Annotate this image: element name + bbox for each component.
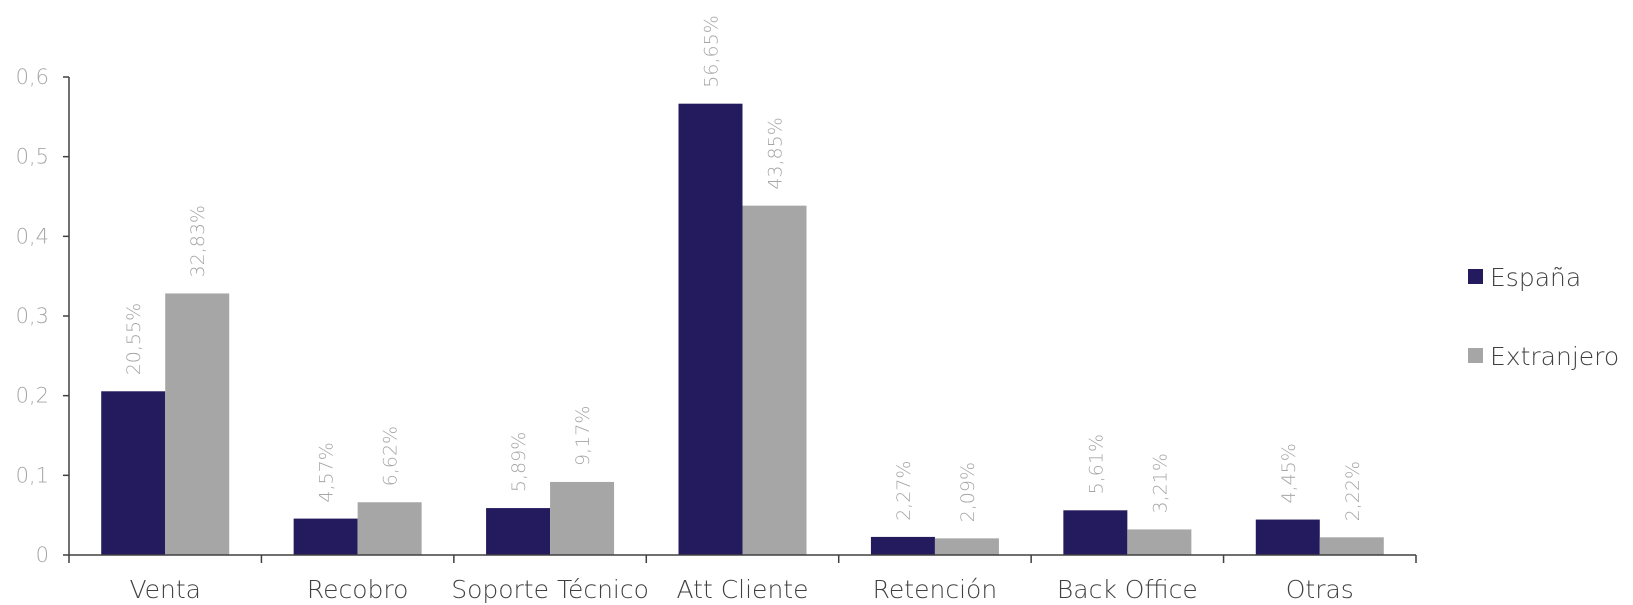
data-label: 2,22% [1342, 461, 1364, 521]
y-tick-label: 0 [36, 543, 49, 567]
bar-extranjero [1127, 529, 1192, 555]
x-category-label: Back Office [1057, 575, 1198, 604]
data-label: 4,57% [316, 442, 338, 502]
data-label: 56,65% [701, 15, 723, 87]
y-tick-label: 0,2 [16, 384, 49, 408]
data-label: 5,89% [508, 432, 530, 492]
x-category-label: Retención [873, 575, 998, 604]
x-category-label: Soporte Técnico [451, 575, 649, 604]
bar-espana [1063, 510, 1128, 555]
bar-extranjero [550, 481, 615, 555]
data-label: 4,45% [1278, 443, 1300, 503]
x-axis: Venta Recobro Soporte Técnico Att Cliente Re… [68, 554, 1417, 604]
x-category-label: Venta [129, 575, 201, 604]
y-tick-label: 0,5 [16, 145, 49, 169]
bar-extranjero [742, 205, 807, 555]
y-axis-ticks: 0 0,1 0,2 0,3 0,4 0,5 0,6 [16, 65, 70, 567]
x-category-label: Att Cliente [677, 575, 809, 604]
data-labels: 20,55% 32,83% 4,57% 6,62% 5,89% 9,17% 56,65% 43… [123, 15, 1364, 522]
data-label: 3,21% [1149, 453, 1171, 513]
bar-espana [870, 536, 935, 555]
data-label: 32,83% [187, 205, 209, 277]
bar-extranjero [1319, 537, 1384, 555]
bar-espana [678, 103, 743, 556]
bars [101, 103, 1384, 556]
data-label: 9,17% [572, 406, 594, 466]
data-label: 5,61% [1085, 434, 1107, 494]
y-tick-label: 0,6 [16, 65, 49, 89]
data-label: 43,85% [765, 117, 787, 189]
bar-espana [293, 518, 358, 555]
bar-espana [486, 508, 551, 555]
bar-extranjero [165, 293, 230, 555]
data-label: 2,27% [893, 461, 915, 521]
data-label: 2,09% [957, 462, 979, 522]
bar-extranjero [357, 502, 422, 555]
legend-label: España [1490, 263, 1581, 292]
data-label: 6,62% [380, 426, 402, 486]
legend-swatch [1468, 348, 1483, 363]
legend: España Extranjero [1468, 263, 1619, 371]
y-tick-label: 0,1 [16, 463, 49, 487]
y-tick-label: 0,3 [16, 304, 49, 328]
bar-espana [1255, 519, 1320, 555]
bar-extranjero [934, 538, 999, 555]
legend-swatch [1468, 269, 1483, 284]
bar-espana [101, 391, 166, 555]
x-category-label: Recobro [307, 575, 409, 604]
data-label: 20,55% [123, 303, 145, 375]
legend-label: Extranjero [1490, 342, 1619, 371]
y-tick-label: 0,4 [16, 224, 49, 248]
x-category-label: Otras [1286, 575, 1354, 604]
